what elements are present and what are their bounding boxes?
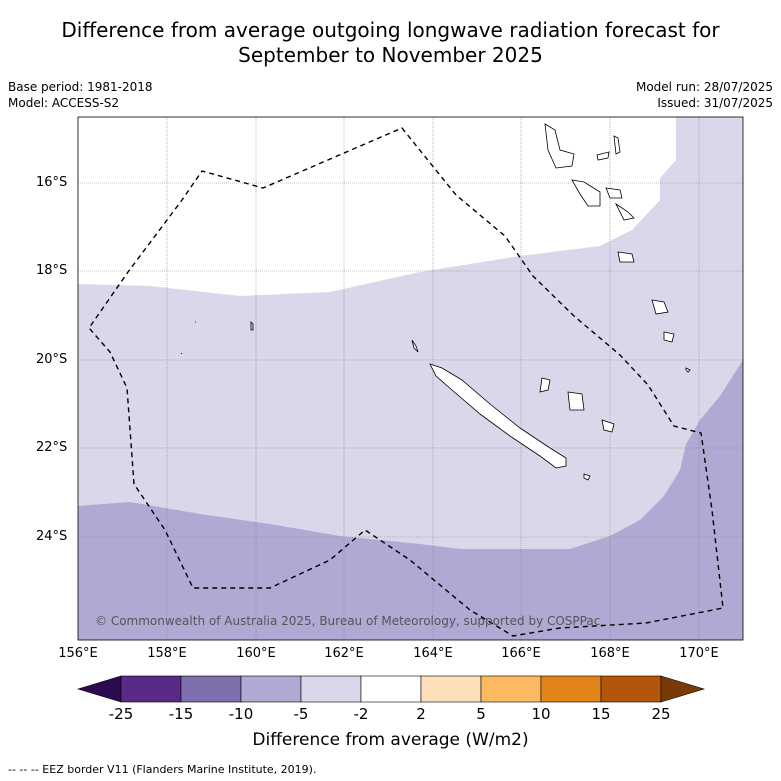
band-minus5-to-minus2	[78, 117, 743, 640]
colorbar-swatch	[240, 675, 302, 703]
lat-label: 22°S	[36, 440, 68, 455]
map-frame	[77, 116, 744, 641]
model-name: Model: ACCESS-S2	[8, 96, 120, 110]
lon-label: 164°E	[413, 646, 453, 661]
title-line-2: September to November 2025	[238, 43, 543, 67]
copyright-notice: © Commonwealth of Australia 2025, Bureau…	[95, 614, 601, 628]
chesterfield-islands	[180, 321, 254, 355]
colorbar-tick: -2	[353, 705, 369, 723]
title-line-1: Difference from average outgoing longwav…	[61, 18, 720, 42]
colorbar-title: Difference from average (W/m2)	[252, 730, 529, 750]
band-minus10-to-minus5	[78, 360, 743, 640]
new-caledonia-island	[411, 339, 567, 469]
lon-label: 168°E	[590, 646, 630, 661]
vanuatu-islands	[544, 123, 691, 373]
colorbar-max-extend	[660, 675, 706, 703]
colorbar	[76, 675, 706, 703]
eez-border	[88, 127, 724, 637]
chart-title: Difference from average outgoing longwav…	[0, 18, 781, 68]
model-run: Model run: 28/07/2025	[635, 80, 773, 94]
issued-date: Issued: 31/07/2025	[657, 96, 773, 110]
meta-left: Base period: 1981-2018 Model: ACCESS-S2	[8, 79, 153, 111]
colorbar-tick: -15	[168, 705, 194, 723]
colorbar-tick: 15	[591, 705, 611, 723]
colorbar-tick: -10	[228, 705, 254, 723]
colorbar-swatch	[540, 675, 602, 703]
colorbar-swatch	[120, 675, 182, 703]
colorbar-tick: 10	[531, 705, 551, 723]
colorbar-swatch	[300, 675, 362, 703]
lat-label: 20°S	[36, 352, 68, 367]
colorbar-swatch	[600, 675, 662, 703]
lat-label: 18°S	[36, 263, 68, 278]
base-period: Base period: 1981-2018	[8, 80, 153, 94]
lat-label: 16°S	[36, 175, 68, 190]
lon-label: 158°E	[147, 646, 187, 661]
lon-label: 160°E	[236, 646, 276, 661]
lat-label: 24°S	[36, 529, 68, 544]
colorbar-tick: -5	[293, 705, 309, 723]
colorbar-swatch	[480, 675, 542, 703]
graticule	[78, 117, 743, 640]
colorbar-tick: 25	[651, 705, 671, 723]
colorbar-swatch	[420, 675, 482, 703]
lon-label: 170°E	[679, 646, 719, 661]
colorbar-min-extend	[76, 675, 122, 703]
lon-label: 156°E	[58, 646, 98, 661]
lon-label: 166°E	[501, 646, 541, 661]
lon-label: 162°E	[324, 646, 364, 661]
meta-right: Model run: 28/07/2025 Issued: 31/07/2025	[636, 79, 773, 111]
colorbar-tick: 2	[416, 705, 426, 723]
colorbar-swatch	[180, 675, 242, 703]
footnote: -- -- -- EEZ border V11 (Flanders Marine…	[8, 763, 317, 776]
colorbar-tick: -25	[108, 705, 134, 723]
loyalty-islands	[539, 377, 615, 481]
colorbar-swatch	[360, 675, 422, 703]
colorbar-tick: 5	[476, 705, 486, 723]
